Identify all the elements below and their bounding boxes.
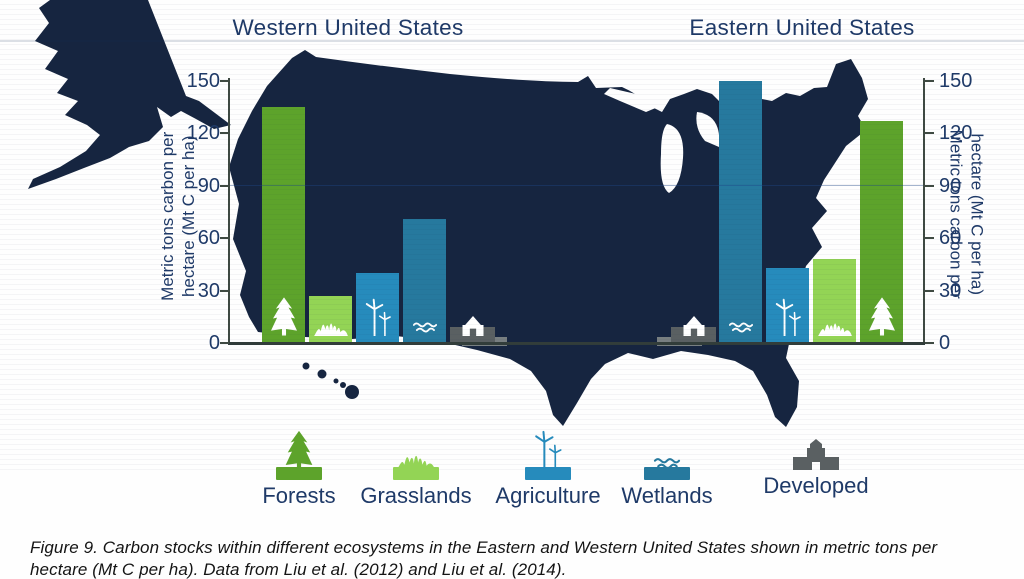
bar-east-forests	[860, 121, 903, 343]
scan-streak	[0, 40, 1024, 42]
y-tick-east-150	[925, 80, 934, 82]
map-hawaii-island	[345, 385, 359, 399]
grass-icon	[313, 321, 348, 341]
bar-east-wetlands	[719, 81, 762, 343]
y-tick-west-30	[220, 289, 229, 292]
grass-icon	[817, 321, 852, 341]
house-icon	[751, 423, 881, 470]
legend-icon-base	[276, 467, 322, 480]
map-lake-michigan	[660, 124, 684, 193]
y-tick-label-east-0: 0	[939, 332, 951, 354]
house-icon	[460, 315, 486, 341]
legend-item-grasslands: Grasslands	[351, 423, 481, 509]
west-group-title: Western United States	[232, 15, 464, 40]
wind-turbine-icon	[483, 423, 613, 470]
y-tick-label-west-60: 60	[197, 227, 220, 250]
y-tick-label-west-150: 150	[186, 70, 220, 92]
pine-tree-icon	[270, 296, 297, 341]
map-lake-huron	[696, 112, 720, 147]
pine-tree-icon	[234, 423, 364, 470]
y-tick-label-east-30: 30	[939, 279, 962, 302]
bar-east-developed	[671, 316, 716, 343]
y-tick-west-120	[220, 132, 229, 135]
x-baseline	[228, 342, 925, 345]
map-contiguous-us	[229, 50, 868, 427]
y-tick-west-90	[220, 184, 229, 187]
bar-east-grasslands	[813, 259, 856, 343]
map-lake-superior	[604, 88, 658, 112]
legend-item-developed: Developed	[751, 423, 881, 499]
y-tick-east-30	[925, 289, 934, 292]
map-hawaii-island	[333, 378, 339, 384]
wind-turbine-icon	[364, 298, 392, 341]
legend-item-agriculture: Agriculture	[483, 423, 613, 509]
y-tick-label-east-150: 150	[939, 70, 973, 92]
legend-label-developed: Developed	[763, 473, 869, 498]
legend-label-agriculture: Agriculture	[495, 483, 601, 508]
y-tick-label-west-30: 30	[197, 279, 220, 302]
bar-west-grasslands	[309, 295, 352, 343]
legend: Forests Grasslands Agriculture Wetlands Deve…	[0, 423, 1024, 513]
grass-icon	[351, 423, 481, 470]
y-tick-east-120	[925, 132, 934, 135]
legend-label-grasslands: Grasslands	[360, 483, 472, 508]
east-group-title: Eastern United States	[689, 15, 915, 40]
map-hawaii-island	[340, 382, 346, 388]
waves-icon	[412, 321, 437, 339]
y-tick-label-east-90: 90	[939, 174, 962, 197]
y-tick-label-west-120: 120	[186, 122, 220, 145]
gridline-90	[230, 185, 923, 186]
figure-caption: Figure 9. Carbon stocks within different…	[30, 538, 938, 579]
waves-icon	[602, 423, 732, 470]
y-tick-label-west-90: 90	[197, 174, 220, 197]
y-tick-east-60	[925, 237, 934, 240]
bar-west-forests	[262, 107, 305, 343]
y-axis-east	[923, 78, 925, 345]
y-tick-west-0	[220, 342, 229, 344]
y-axis-west	[228, 78, 230, 345]
y-tick-label-east-60: 60	[939, 227, 962, 250]
legend-label-wetlands: Wetlands	[621, 483, 713, 508]
legend-icon-base	[644, 467, 690, 480]
legend-label-forests: Forests	[262, 483, 336, 508]
pine-tree-icon	[868, 296, 895, 341]
y-tick-west-150	[220, 80, 229, 82]
y-tick-east-0	[925, 342, 934, 344]
y-tick-east-90	[925, 184, 934, 187]
bar-west-developed	[450, 316, 495, 343]
y-tick-west-60	[220, 237, 229, 240]
map-alaska	[28, 0, 231, 189]
y-tick-label-west-0: 0	[208, 332, 220, 354]
legend-icon-base	[525, 467, 571, 480]
y-tick-label-east-120: 120	[939, 122, 973, 145]
legend-item-forests: Forests	[234, 423, 364, 509]
map-hawaii-island	[302, 362, 310, 370]
wind-turbine-icon	[774, 298, 802, 341]
legend-icon-base	[393, 467, 439, 480]
waves-icon	[728, 321, 753, 339]
bar-west-agriculture	[356, 273, 399, 343]
bar-east-agriculture	[766, 267, 809, 343]
legend-item-wetlands: Wetlands	[602, 423, 732, 509]
map-hawaii-island	[317, 369, 327, 379]
house-icon	[681, 315, 707, 341]
bar-west-wetlands	[403, 218, 446, 343]
